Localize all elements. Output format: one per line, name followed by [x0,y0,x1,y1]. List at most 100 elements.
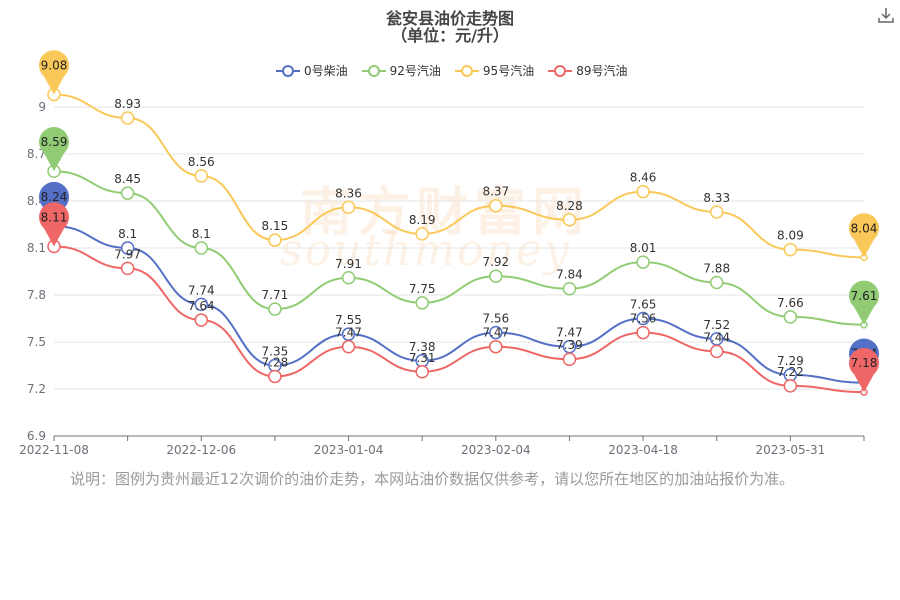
data-point [562,213,577,227]
legend-swatch [454,64,479,77]
data-label: 8.36 [335,186,362,200]
legend-item[interactable]: 95号汽油 [454,62,535,79]
legend-item[interactable]: 92号汽油 [361,62,441,79]
data-point [636,311,650,326]
legend: 0号柴油 92号汽油 95号汽油 89号汽油 [276,62,627,79]
data-point [636,184,650,199]
data-label: 7.88 [703,261,730,275]
data-point [341,339,356,354]
legend-label: 0号柴油 [304,64,348,78]
data-point [194,241,209,255]
data-point [194,297,209,312]
data-label: 7.31 [409,351,436,365]
data-point [709,344,724,359]
data-label: 7.47 [556,326,583,340]
marker-pin: 7.61 [849,280,880,325]
data-point [120,186,135,200]
data-label: 7.66 [777,296,804,310]
data-label: 8.28 [556,199,583,213]
y-tick-label: 9 [38,100,46,114]
data-label: 7.28 [262,355,289,369]
svg-text:9.08: 9.08 [41,58,68,72]
legend-label: 95号汽油 [482,64,535,78]
data-label: 7.92 [482,255,509,269]
x-tick-label: 2023-04-18 [608,443,678,457]
legend-item[interactable]: 0号柴油 [276,62,348,79]
legend-item[interactable]: 89号汽油 [548,62,627,79]
y-tick-label: 7.8 [27,288,46,302]
data-label: 7.56 [482,312,509,326]
data-label: 7.84 [556,268,583,282]
svg-text:7.61: 7.61 [851,289,878,303]
y-tick-label: 8.1 [27,241,46,255]
data-label: 7.47 [335,326,362,340]
series-line [53,245,865,394]
data-point [709,275,724,290]
data-label: 8.33 [703,191,730,205]
data-label: 7.97 [114,247,141,261]
data-label: 7.55 [335,313,362,327]
data-label: 7.74 [188,283,215,297]
y-tick-label: 7.5 [27,335,46,349]
data-point [562,281,577,296]
data-label: 7.47 [482,326,509,340]
data-point [268,302,282,316]
x-tick-label: 2022-12-06 [166,443,236,457]
x-tick-label: 2022-11-08 [19,443,89,457]
data-label: 8.46 [630,171,657,185]
data-point [268,369,282,384]
data-point [709,205,724,219]
svg-text:8.04: 8.04 [851,221,878,235]
legend-label: 92号汽油 [389,64,441,78]
x-tick-label: 2023-05-31 [755,443,825,457]
data-point [636,325,650,340]
data-label: 7.38 [409,340,436,354]
svg-text:8.59: 8.59 [41,135,68,149]
data-label: 7.56 [630,312,657,326]
data-label: 7.22 [777,365,804,379]
data-label: 8.93 [114,97,141,111]
svg-text:8.11: 8.11 [41,210,68,224]
marker-pin: 8.11 [39,202,69,247]
data-label: 7.52 [703,318,730,332]
data-label: 8.37 [482,185,509,199]
data-point [489,339,503,354]
data-label: 7.91 [335,257,362,271]
data-point [783,379,798,393]
data-point [415,365,429,379]
data-point [268,233,282,247]
data-point [120,241,135,255]
data-point [194,313,209,327]
data-point [194,169,209,183]
data-point [415,296,429,310]
data-point [341,200,356,215]
legend-swatch [548,64,573,77]
data-label: 8.1 [192,227,211,241]
data-point [120,261,135,276]
data-label: 8.1 [118,227,137,241]
data-point [489,198,503,213]
chart-title: 瓮安县油价走势图 [385,9,514,28]
data-point [341,271,356,285]
marker-pin: 8.59 [39,127,69,172]
legend-label: 89号汽油 [576,64,628,78]
marker-pin: 9.08 [39,50,69,95]
x-tick-label: 2023-01-04 [314,443,384,457]
data-label: 8.01 [630,241,657,255]
svg-text:8.24: 8.24 [41,190,68,204]
data-label: 7.65 [630,298,657,312]
y-tick-label: 7.2 [27,382,46,396]
data-label: 7.75 [409,282,436,296]
y-tick-label: 6.9 [27,429,46,443]
data-label: 7.29 [777,354,804,368]
data-label: 7.71 [262,288,289,302]
download-icon[interactable] [877,6,895,24]
svg-text:7.18: 7.18 [851,356,878,370]
data-point [489,269,503,283]
series-line [53,93,865,259]
data-label: 7.44 [703,330,730,344]
data-point [636,255,650,269]
marker-pin: 8.04 [849,213,880,258]
data-point [783,242,798,257]
